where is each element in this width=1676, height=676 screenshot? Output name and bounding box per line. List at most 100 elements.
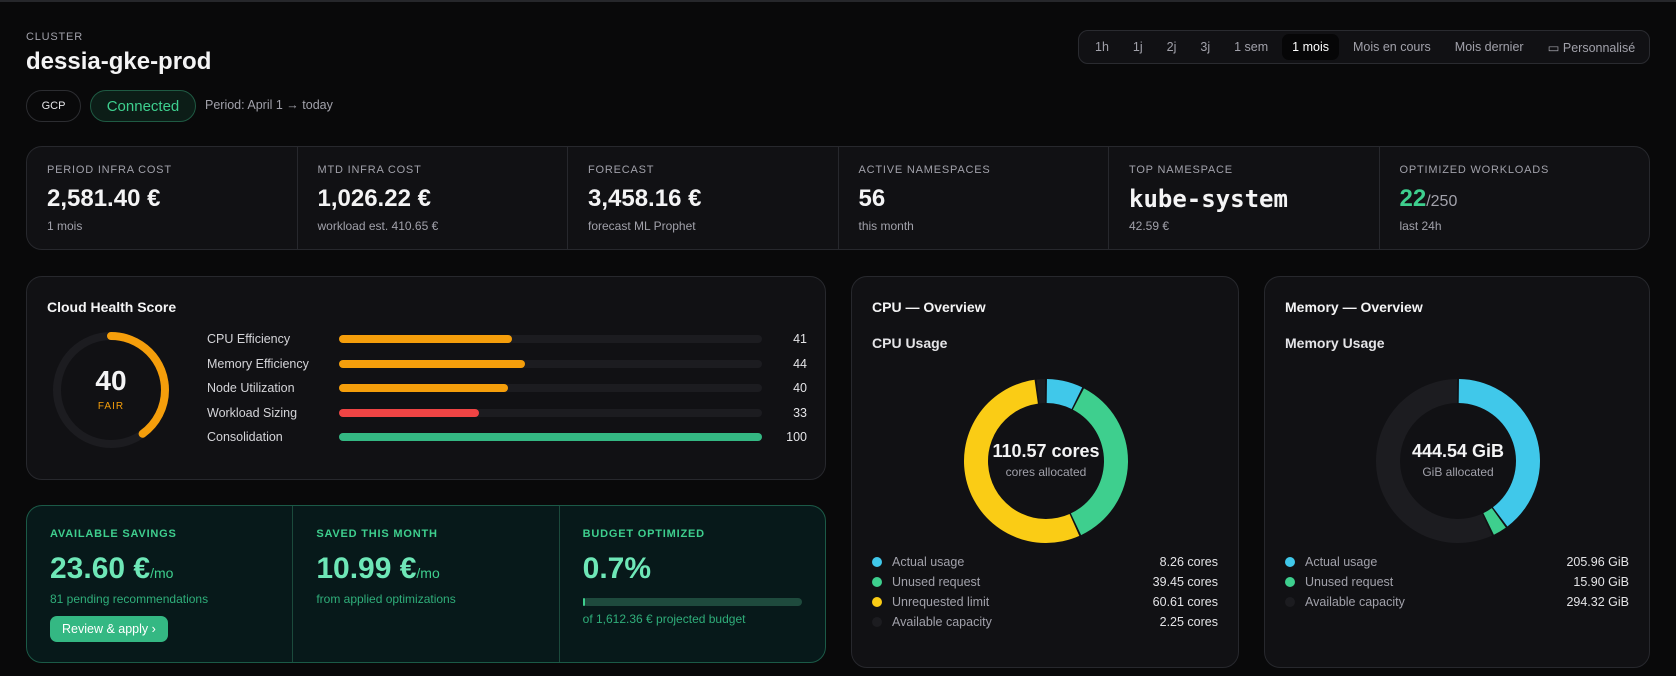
range-option[interactable]: Mois dernier	[1445, 34, 1534, 60]
kpi-sub: forecast ML Prophet	[588, 219, 696, 233]
kpi-sub: last 24h	[1399, 219, 1442, 233]
donut-segment-unused-request	[1070, 388, 1128, 536]
metric-bar-track	[339, 359, 762, 368]
kpi-label: OPTIMIZED WORKLOADS	[1399, 164, 1550, 176]
saved-this-month: SAVED THIS MONTH 10.99 €/mo from applied…	[293, 506, 560, 662]
range-option-label: 3j	[1200, 40, 1211, 54]
metric-bar-track	[339, 335, 762, 343]
card-title: Cloud Health Score	[47, 299, 177, 315]
legend-item: Available capacity 2.25 cores	[872, 612, 1218, 632]
legend-item: Unused request 15.90 GiB	[1285, 572, 1629, 592]
metric-bar-fill	[339, 335, 513, 343]
range-option[interactable]: 1 sem	[1224, 34, 1278, 60]
savings-unit: /mo	[150, 565, 174, 581]
kpi-namespaces: ACTIVE NAMESPACES 56 this month	[839, 147, 1109, 249]
review-apply-button[interactable]: Review & apply ›	[50, 616, 168, 642]
kpi-value: kube-system	[1129, 185, 1288, 213]
page-title: dessia-gke-prod	[26, 48, 212, 75]
legend-value: 60.61 cores	[1152, 595, 1218, 609]
donut-center-label: cores allocated	[1005, 465, 1087, 479]
metric-name: Workload Sizing	[207, 405, 298, 420]
health-metric-row: Memory Efficiency 44	[207, 354, 807, 374]
legend-name: Actual usage	[892, 555, 965, 569]
legend-dot	[1285, 557, 1295, 567]
range-option-label: 1h	[1095, 40, 1109, 54]
kpi-mtd-cost: MTD INFRA COST 1,026.22 € workload est. 41…	[298, 147, 568, 249]
savings-sub: 81 pending recommendations	[50, 592, 209, 606]
budget-progress-bar	[582, 598, 802, 606]
status-badge: Connected	[90, 90, 196, 122]
memory-donut-chart	[1376, 379, 1540, 543]
kpi-value: 56	[858, 185, 886, 212]
savings-card: AVAILABLE SAVINGS 23.60 €/mo 81 pending …	[26, 505, 826, 663]
health-metric-row: Workload Sizing 33	[207, 403, 807, 423]
metric-name: CPU Efficiency	[207, 332, 291, 346]
range-option-label: Mois dernier	[1454, 40, 1524, 54]
legend-value: 8.26 cores	[1159, 555, 1218, 569]
legend-dot	[872, 557, 882, 567]
legend-item: Actual usage 8.26 cores	[872, 552, 1218, 572]
donut-center-value: 110.57 cores	[992, 441, 1100, 461]
range-option-label: 1j	[1132, 40, 1143, 54]
kpi-value: 3,458.16 €	[588, 185, 702, 212]
legend-name: Actual usage	[1305, 555, 1378, 569]
budget-optimized: BUDGET OPTIMIZED 0.7% of 1,612.36 € proj…	[560, 506, 825, 662]
kpi-sub: 42.59 €	[1129, 219, 1170, 233]
kpi-strip: PERIOD INFRA COST 2,581.40 € 1 mois MTD IN…	[26, 146, 1650, 250]
kpi-forecast: FORECAST 3,458.16 € forecast ML Prophet	[568, 147, 839, 249]
donut-segment-unrequested-limit	[964, 379, 1080, 543]
metric-name: Consolidation	[207, 430, 283, 444]
savings-value: 23.60 €	[50, 552, 151, 585]
metric-value: 100	[786, 430, 807, 444]
legend-name: Available capacity	[892, 615, 992, 629]
calendar-icon: ▭	[1547, 40, 1563, 55]
kpi-label: MTD INFRA COST	[317, 164, 422, 176]
donut-center-value: 444.54 GiB	[1411, 441, 1505, 461]
savings-sub: from applied optimizations	[316, 592, 456, 606]
legend-value: 205.96 GiB	[1566, 555, 1629, 569]
legend-item: Actual usage 205.96 GiB	[1285, 552, 1629, 572]
period-text: Period: April 1 → today	[205, 98, 333, 112]
metric-bar-track	[339, 384, 762, 392]
range-option[interactable]: 1 mois	[1282, 34, 1339, 60]
savings-unit: /mo	[416, 565, 440, 581]
health-metric-row: Node Utilization 40	[207, 378, 807, 398]
kpi-value: 1,026.22 €	[317, 185, 431, 212]
gauge-fill	[53, 332, 169, 448]
range-option-label: Mois en cours	[1352, 40, 1431, 54]
health-metric-row: CPU Efficiency 41	[207, 329, 807, 349]
health-score-card: Cloud Health Score 40 FAIR CPU Efficienc…	[26, 276, 826, 480]
kpi-value: 2,581.40 €	[47, 185, 161, 212]
kpi-label: FORECAST	[588, 164, 655, 176]
range-option[interactable]: ▭ Personnalisé	[1538, 34, 1646, 61]
range-option[interactable]: Mois en cours	[1343, 34, 1441, 60]
savings-label: BUDGET OPTIMIZED	[582, 528, 705, 540]
range-option[interactable]: 3j	[1190, 34, 1220, 60]
card-title: CPU — Overview	[872, 299, 986, 315]
legend-dot	[872, 577, 882, 587]
savings-value: 0.7%	[582, 552, 652, 585]
provider-badge: GCP	[26, 90, 81, 122]
range-option[interactable]: 1h	[1085, 34, 1119, 60]
legend-dot	[1285, 577, 1295, 587]
legend-value: 15.90 GiB	[1573, 575, 1629, 589]
donut-center-label: GiB allocated	[1422, 465, 1494, 479]
donut-segment-actual-usage	[1046, 379, 1083, 409]
metric-bar-fill	[339, 384, 509, 392]
kpi-sub: 1 mois	[47, 219, 83, 233]
kpi-label: PERIOD INFRA COST	[47, 164, 172, 176]
cluster-label: CLUSTER	[26, 31, 83, 43]
donut-segment-actual-usage	[1458, 379, 1540, 527]
legend-dot	[1285, 597, 1295, 607]
legend-item: Available capacity 294.32 GiB	[1285, 592, 1629, 612]
range-option[interactable]: 2j	[1157, 34, 1187, 60]
memory-overview-card: Memory — Overview Memory Usage 444.54 Gi…	[1264, 276, 1650, 668]
health-gauge	[53, 332, 169, 448]
legend-dot	[872, 597, 882, 607]
legend-name: Unused request	[892, 575, 981, 589]
health-score-value: 40	[95, 365, 127, 396]
range-option-label: 2j	[1166, 40, 1177, 54]
kpi-sub: this month	[858, 219, 914, 233]
savings-label: AVAILABLE SAVINGS	[50, 528, 177, 540]
range-option[interactable]: 1j	[1123, 34, 1153, 60]
